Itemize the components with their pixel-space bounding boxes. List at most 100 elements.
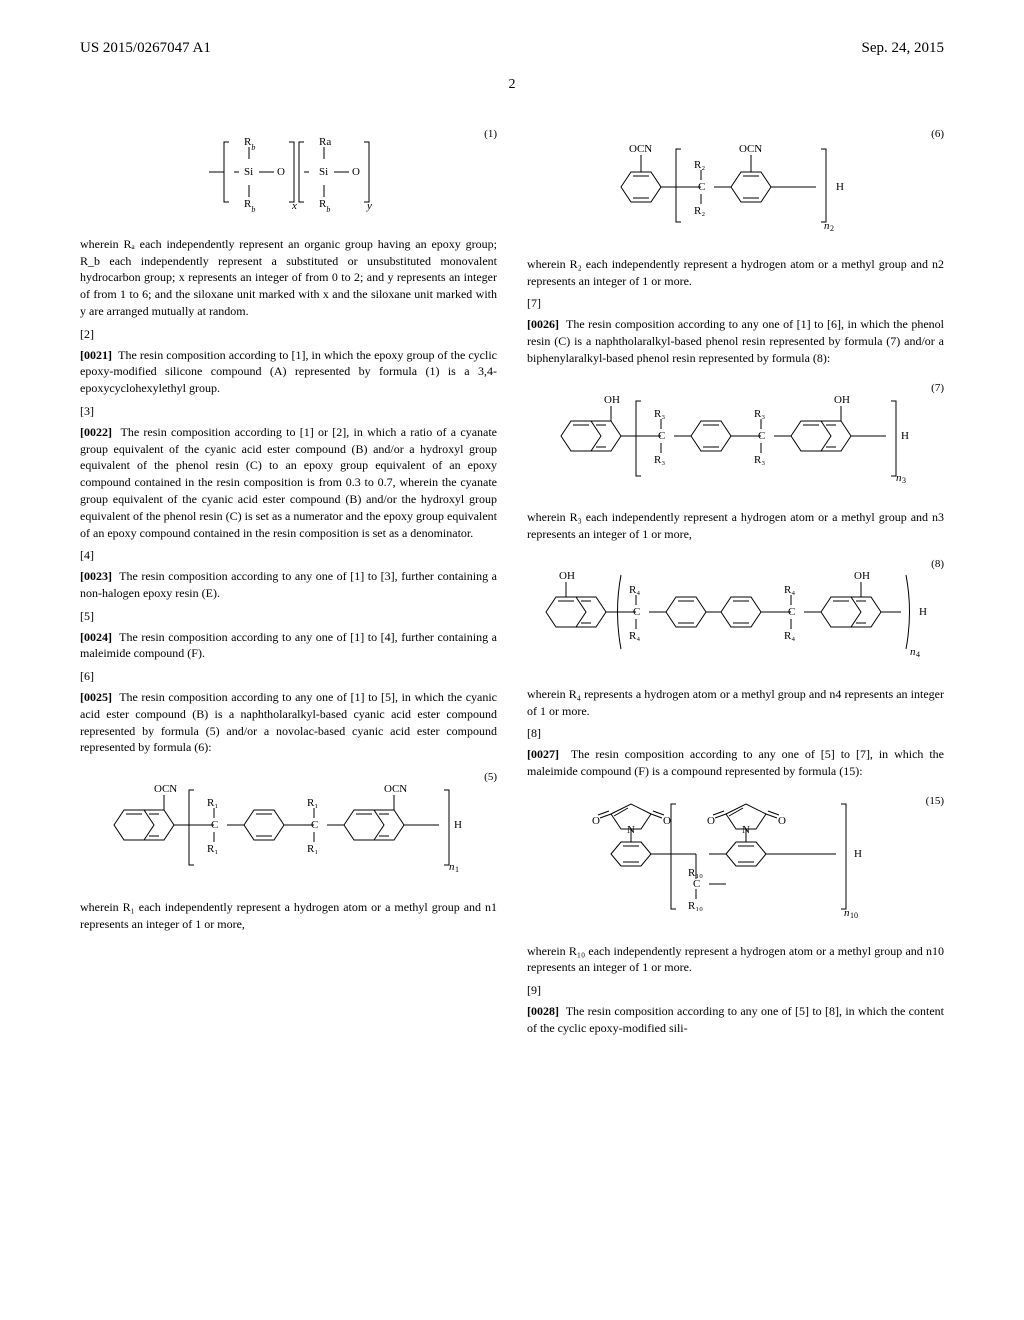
svg-text:H: H: [836, 181, 844, 193]
svg-text:R₂: R₂: [694, 159, 705, 171]
para-0022-text: The resin composition according to [1] o…: [80, 425, 497, 540]
svg-text:2: 2: [830, 224, 834, 233]
para-num-0021: [0021]: [80, 348, 112, 362]
svg-text:x: x: [291, 200, 297, 212]
svg-text:R₁₀: R₁₀: [688, 900, 703, 912]
formula-7: (7): [527, 381, 944, 496]
para-num-0024: [0024]: [80, 630, 112, 644]
svg-text:H: H: [854, 848, 862, 860]
svg-text:N: N: [627, 824, 635, 836]
svg-text:4: 4: [916, 650, 920, 659]
para-0025-text: The resin composition according to any o…: [80, 690, 497, 754]
para-0028: [0028] The resin composition according t…: [527, 1003, 944, 1037]
para-0023: [0023] The resin composition according t…: [80, 568, 497, 602]
svg-text:H: H: [919, 606, 927, 618]
para-after-6: wherein R₂ each independently represent …: [527, 256, 944, 290]
para-0028-text: The resin composition according to any o…: [527, 1004, 944, 1035]
svg-text:C: C: [698, 181, 705, 193]
svg-text:O: O: [592, 815, 600, 827]
formula-8-number: (8): [931, 557, 944, 572]
header-left: US 2015/0267047 A1: [80, 40, 211, 57]
svg-text:OCN: OCN: [154, 783, 177, 795]
content-columns: (1) Rb Rb Si O Ra Rb Si O x y: [0, 113, 1024, 1043]
svg-text:1: 1: [455, 865, 459, 874]
formula-6-number: (6): [931, 127, 944, 142]
formula-1-number: (1): [484, 127, 497, 142]
para-0024: [0024] The resin composition according t…: [80, 629, 497, 663]
para-num-0026: [0026]: [527, 317, 559, 331]
para-after-7: wherein R₃ each independently represent …: [527, 509, 944, 543]
svg-text:OH: OH: [834, 394, 850, 406]
header-right: Sep. 24, 2015: [862, 40, 945, 57]
svg-text:R₃: R₃: [654, 408, 665, 420]
formula-15-number: (15): [926, 794, 944, 809]
para-num-0022: [0022]: [80, 425, 112, 439]
left-column: (1) Rb Rb Si O Ra Rb Si O x y: [80, 113, 497, 1043]
svg-text:N: N: [742, 824, 750, 836]
formula-6: (6) OCN R₂ C R₂ OCN H n2: [527, 127, 944, 242]
svg-text:O: O: [778, 815, 786, 827]
formula-8-svg: OH R₄ C R₄ R₄ C R₄ OH H n4: [536, 557, 936, 667]
svg-text:OCN: OCN: [384, 783, 407, 795]
svg-text:C: C: [211, 819, 218, 831]
para-0025: [0025] The resin composition according t…: [80, 689, 497, 756]
formula-15-svg: O O N O O N R₁₀ C R₁₀ H n10: [576, 794, 896, 924]
svg-text:OCN: OCN: [739, 143, 762, 155]
bracket-6: [6]: [80, 668, 497, 685]
para-after-15: wherein R₁₀ each independently represent…: [527, 943, 944, 977]
svg-text:H: H: [901, 430, 909, 442]
svg-text:R₄: R₄: [784, 584, 795, 596]
svg-text:C: C: [788, 606, 795, 618]
svg-text:C: C: [311, 819, 318, 831]
formula-5-svg: OCN R₁ C R₁ R₁ C R₁ OCN H n1: [99, 770, 479, 880]
svg-text:Rb: Rb: [319, 198, 330, 214]
svg-text:C: C: [658, 430, 665, 442]
para-0021-text: The resin composition according to [1], …: [80, 348, 497, 396]
formula-5: (5): [80, 770, 497, 885]
svg-text:OH: OH: [559, 570, 575, 582]
para-0021: [0021] The resin composition according t…: [80, 347, 497, 397]
svg-text:R₁: R₁: [207, 797, 218, 809]
svg-text:10: 10: [850, 911, 858, 920]
bracket-5: [5]: [80, 608, 497, 625]
page-header: US 2015/0267047 A1 Sep. 24, 2015: [0, 0, 1024, 67]
svg-text:Si: Si: [244, 166, 253, 178]
svg-text:R₃: R₃: [654, 454, 665, 466]
right-column: (6) OCN R₂ C R₂ OCN H n2: [527, 113, 944, 1043]
formula-6-svg: OCN R₂ C R₂ OCN H n2: [596, 127, 876, 237]
para-0026: [0026] The resin composition according t…: [527, 316, 944, 366]
para-after-8: wherein R₄ represents a hydrogen atom or…: [527, 686, 944, 720]
para-num-0025: [0025]: [80, 690, 112, 704]
svg-text:C: C: [758, 430, 765, 442]
para-after-5: wherein R₁ each independently represent …: [80, 899, 497, 933]
formula-5-number: (5): [484, 770, 497, 785]
formula-15: (15): [527, 794, 944, 929]
svg-text:R₄: R₄: [629, 584, 640, 596]
formula-1: (1) Rb Rb Si O Ra Rb Si O x y: [80, 127, 497, 222]
svg-text:OH: OH: [604, 394, 620, 406]
svg-text:R₃: R₃: [754, 454, 765, 466]
bracket-8: [8]: [527, 725, 944, 742]
svg-text:R₃: R₃: [754, 408, 765, 420]
para-0020: wherein Rₐ each independently represent …: [80, 236, 497, 320]
svg-text:R₄: R₄: [784, 630, 795, 642]
svg-text:O: O: [352, 166, 360, 178]
svg-text:C: C: [633, 606, 640, 618]
formula-1-svg: Rb Rb Si O Ra Rb Si O x y: [189, 127, 389, 217]
para-num-0027: [0027]: [527, 747, 559, 761]
svg-text:R₁: R₁: [307, 843, 318, 855]
para-0027: [0027] The resin composition according t…: [527, 746, 944, 780]
svg-text:O: O: [277, 166, 285, 178]
para-0026-text: The resin composition according to any o…: [527, 317, 944, 365]
para-0024-text: The resin composition according to any o…: [80, 630, 497, 661]
bracket-4: [4]: [80, 547, 497, 564]
para-0027-text: The resin composition according to any o…: [527, 747, 944, 778]
svg-text:R₂: R₂: [694, 205, 705, 217]
svg-text:OH: OH: [854, 570, 870, 582]
bracket-9: [9]: [527, 982, 944, 999]
para-0023-text: The resin composition according to any o…: [80, 569, 497, 600]
bracket-3: [3]: [80, 403, 497, 420]
svg-text:Si: Si: [319, 166, 328, 178]
svg-text:C: C: [693, 878, 700, 890]
formula-8: (8): [527, 557, 944, 672]
